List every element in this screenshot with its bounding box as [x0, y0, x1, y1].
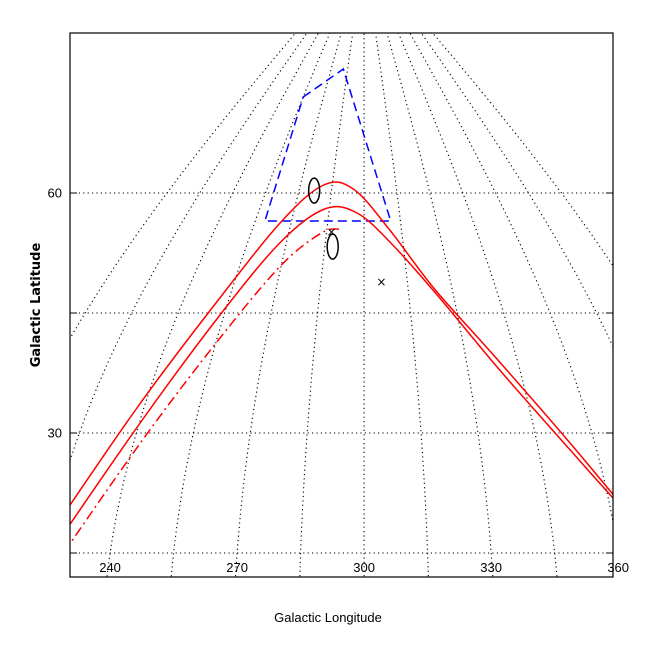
cross-marker: ×: [376, 275, 386, 289]
y-axis-title: Galactic Latitude: [29, 243, 44, 368]
x-axis-title: Galactic Longitude: [274, 610, 382, 625]
error-ellipse: [326, 233, 339, 260]
dashed-region: [263, 67, 392, 222]
x-tick-label: 360: [607, 560, 629, 575]
curve-dash-dot: [70, 228, 340, 545]
y-tick-label: 30: [48, 426, 62, 441]
x-tick-label: 270: [226, 560, 248, 575]
x-tick-label: 240: [99, 560, 121, 575]
y-tick-label: 60: [48, 186, 62, 201]
y-tick-labels: 60 30: [48, 186, 62, 441]
longitude-gridline: [397, 33, 558, 577]
x-tick-label: 330: [480, 560, 502, 575]
longitude-gridline: [106, 33, 320, 577]
curve-solid-1: [70, 181, 613, 507]
error-ellipse: [307, 177, 321, 204]
longitude-gridline: [70, 33, 297, 340]
x-tick-labels: 240 270 300 330 360: [99, 560, 629, 575]
markers: ××: [326, 225, 386, 289]
ellipses: [307, 177, 339, 260]
cross-marker: ×: [326, 225, 336, 239]
axis-ticks: [70, 192, 613, 554]
regions: [263, 67, 392, 222]
plot-frame: [69, 32, 614, 578]
series: [70, 181, 613, 545]
x-tick-label: 300: [353, 560, 375, 575]
curve-solid-2: [70, 205, 613, 526]
